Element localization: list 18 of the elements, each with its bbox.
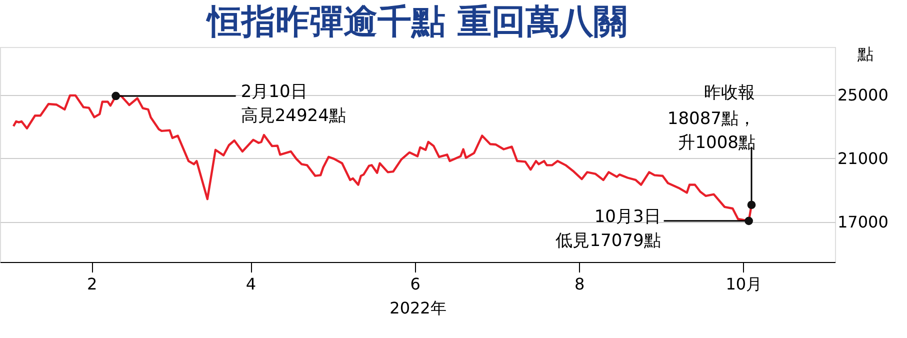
x-tick-label: 6 <box>410 274 420 294</box>
annotation: 10月3日 <box>594 206 661 227</box>
annotation: 高見24924點 <box>240 106 346 126</box>
x-tick-label: 2 <box>86 274 98 294</box>
annotation: 2月10日 <box>240 82 308 102</box>
y-tick-label: 21000 <box>838 148 888 168</box>
y-tick-label: 25000 <box>838 85 888 104</box>
x-tick-label: 10月 <box>726 274 762 294</box>
annotation: 升1008點 <box>678 132 756 153</box>
chart-title: 恒指昨彈逾千點 重回萬八關 <box>206 2 628 42</box>
y-tick-label: 17000 <box>838 212 888 232</box>
y-axis-title: 點 <box>856 44 874 64</box>
x-tick-label: 8 <box>574 274 585 294</box>
x-tick-label: 4 <box>246 274 256 294</box>
annotation: 18087點， <box>667 108 756 129</box>
annotation: 低見17079點 <box>556 230 661 251</box>
x-axis-title: 2022年 <box>390 298 446 318</box>
annotation: 昨收報 <box>704 83 755 103</box>
